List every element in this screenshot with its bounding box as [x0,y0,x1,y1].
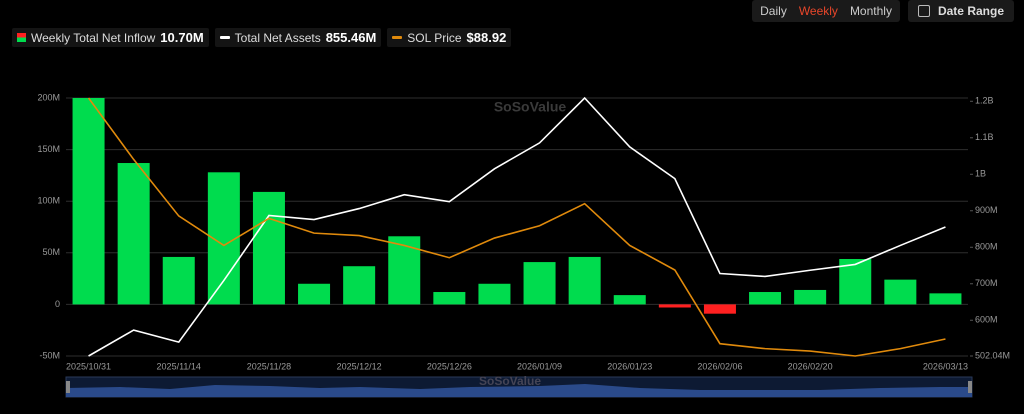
legend-swatch [392,36,403,39]
y2-tick-label: 1.2B [975,96,994,106]
date-range-label: Date Range [937,4,1004,18]
legend-label: Total Net Assets [234,30,321,45]
bar [117,163,150,305]
x-tick-label: 2025/10/31 [66,361,111,371]
legend-swatch [219,36,230,39]
y-tick-label: -50M [39,350,60,360]
navigator-area [66,384,972,397]
bar [298,283,331,305]
view-option[interactable]: Daily [760,4,787,18]
y2-tick-label: 700M [975,278,998,288]
line [88,96,946,357]
x-tick-label: 2026/01/23 [607,361,652,371]
view-switch: Daily Weekly Monthly [752,0,900,22]
legend-swatch [17,33,26,42]
x-tick-label: 2025/12/12 [337,361,382,371]
bar [162,256,195,305]
controls: Daily Weekly Monthly Date Range [752,0,1014,22]
line [87,97,946,357]
y-tick-label: 100M [37,196,60,206]
bar [388,236,421,305]
bar [72,98,105,305]
y2-tick-label: 900M [975,205,998,215]
legend-item[interactable]: SOL Price $88.92 [387,28,512,47]
bar [613,295,646,305]
y2-tick-label: 502.04M [975,350,1010,360]
bar [568,256,601,305]
date-range-button[interactable]: Date Range [907,0,1014,22]
legend-label: Weekly Total Net Inflow [31,30,156,45]
legend: Weekly Total Net Inflow 10.70M Total Net A… [12,28,512,47]
y2-tick-label: 600M [975,315,998,325]
x-tick-label: 2026/03/13 [923,361,968,371]
legend-value: 10.70M [160,30,204,45]
x-tick-label: 2025/11/28 [247,361,291,371]
watermark: SoSoValue [494,99,567,115]
calendar-icon [917,5,930,17]
bar [929,293,962,305]
legend-value: 855.46M [325,30,377,45]
legend-item[interactable]: Weekly Total Net Inflow 10.70M [12,28,209,47]
bar [703,304,736,314]
x-tick-label: 2026/01/09 [517,361,562,371]
bar [478,283,511,305]
bar [523,262,556,305]
navigator-handle[interactable] [968,381,972,393]
y2-tick-label: 1B [975,169,986,179]
bar [884,279,917,305]
y-tick-label: 150M [37,144,60,154]
y2-tick-label: 800M [975,242,998,252]
bar [658,304,691,308]
navigator-handle[interactable] [66,381,70,393]
y2-tick-label: 1.1B [975,132,994,142]
bar [433,292,466,305]
bar [749,292,782,305]
bar [343,266,376,305]
x-tick-label: 2025/12/26 [427,361,472,371]
view-option[interactable]: Weekly [798,4,838,18]
x-tick-label: 2026/02/20 [788,361,833,371]
watermark: SoSoValue [479,374,541,388]
y-tick-label: 200M [37,92,60,102]
legend-label: SOL Price [407,30,462,45]
legend-item[interactable]: Total Net Assets 855.46M [214,28,382,47]
view-option[interactable]: Monthly [849,4,892,18]
y-tick-label: 0 [55,299,60,309]
x-tick-label: 2026/02/06 [697,361,742,371]
x-tick-label: 2025/11/14 [157,361,201,371]
bar [794,289,827,305]
bar [252,191,285,305]
y-tick-label: 50M [42,247,60,257]
legend-value: $88.92 [466,30,507,45]
